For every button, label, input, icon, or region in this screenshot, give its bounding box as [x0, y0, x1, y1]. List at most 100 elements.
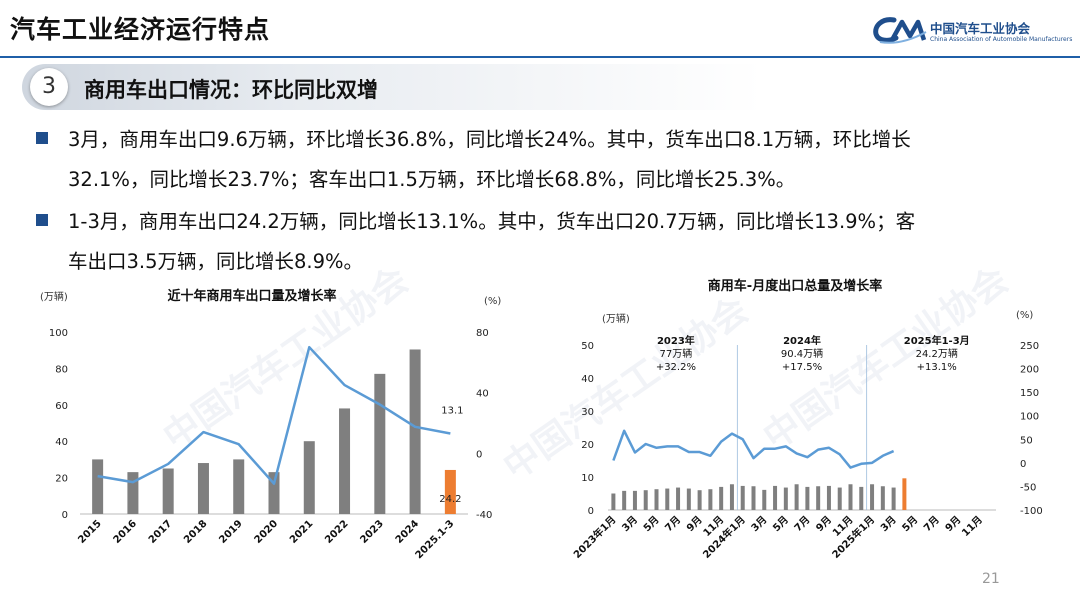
- chart2-bar: [859, 486, 864, 510]
- chart1-bar: [374, 373, 386, 514]
- caam-logo-icon: [873, 17, 927, 44]
- chart2-y2-tick: 250: [1020, 341, 1039, 352]
- chart2-bar: [611, 493, 616, 510]
- chart2-bar: [848, 484, 853, 510]
- paragraph-line: 3月，商用车出口9.6万辆，环比增长36.8%，同比增长24%。其中，货车出口8…: [68, 128, 911, 151]
- chart2-title: 商用车-月度出口总量及增长率: [708, 278, 882, 294]
- caam-logo: 中国汽车工业协会 China Association of Automobile…: [872, 14, 1072, 50]
- chart2-y-tick: 0: [588, 506, 594, 517]
- chart1-y2-tick: 80: [476, 328, 489, 339]
- chart1-y2-tick: 40: [476, 389, 489, 400]
- chart1-y2-tick: 0: [476, 449, 482, 460]
- paragraph-march: 3月，商用车出口9.6万辆，环比增长36.8%，同比增长24%。其中，货车出口8…: [36, 120, 1056, 200]
- chart2-y2label: (%): [1016, 310, 1033, 321]
- chart2-bar: [632, 490, 637, 510]
- chart2-bar: [880, 486, 885, 510]
- chart2-y-tick: 10: [581, 473, 594, 484]
- chart2-bar: [902, 478, 907, 510]
- chart1-bar: [268, 472, 280, 514]
- annotation-line: 77万辆: [660, 347, 693, 360]
- chart2-bar: [826, 485, 831, 510]
- page-number: 21: [982, 571, 1000, 587]
- chart1-plot: 0 20 40 60 80 100 -40 0 40 80 2015 2016 2017 2018 2019…: [49, 328, 492, 561]
- paragraph-line: 32.1%，同比增长23.7%；客车出口1.5万辆，环比增长68.8%，同比增长…: [68, 168, 796, 191]
- chart1-x-tick: 2021: [288, 518, 315, 545]
- chart2-y2-tick: -50: [1020, 482, 1036, 493]
- chart1-bar-label: 24.2: [439, 494, 461, 505]
- chart2-bar: [643, 490, 648, 510]
- chart2-x-tick: 3月: [878, 514, 898, 534]
- chart2-y2-tick: 0: [1020, 459, 1026, 470]
- section-title: 商用车出口情况：环比同比双增: [84, 78, 378, 102]
- chart2-x-tick: 2023年1月: [571, 513, 619, 561]
- chart1-bar: [339, 408, 351, 514]
- logo-text-cn: 中国汽车工业协会: [930, 21, 1031, 36]
- chart2-x-tick: 5月: [770, 514, 790, 534]
- chart1-y-tick: 100: [49, 328, 68, 339]
- chart2-x-tick: 7月: [792, 514, 812, 534]
- chart2-y2-tick: 200: [1020, 365, 1039, 376]
- chart2-bar: [762, 489, 767, 510]
- annotation-line: +32.2%: [656, 362, 696, 373]
- logo-text-en: China Association of Automobile Manufact…: [930, 36, 1073, 43]
- chart2-y-tick: 30: [581, 407, 594, 418]
- chart1-y-tick: 80: [55, 364, 68, 375]
- chart1-bar: [444, 469, 456, 514]
- chart2-bar: [740, 485, 745, 510]
- chart2-x-tick: 3月: [749, 514, 769, 534]
- chart1-bar: [197, 463, 209, 514]
- paragraph-line: 车出口3.5万辆，同比增长8.9%。: [68, 250, 364, 273]
- chart1-x-tick: 2025.1-3: [414, 518, 457, 561]
- header: 汽车工业经济运行特点 中国汽车工业协会 China Association of…: [0, 0, 1080, 56]
- chart2-bar: [751, 486, 756, 510]
- square-bullet-icon: [36, 214, 48, 226]
- chart2-y2-tick: 100: [1020, 412, 1039, 423]
- chart1-y-tick: 60: [55, 401, 68, 412]
- chart1-y-tick: 20: [55, 474, 68, 485]
- chart1-x-tick: 2022: [323, 518, 350, 545]
- chart2-x-tick: 7月: [921, 514, 941, 534]
- chart2-ylabel: (万辆): [602, 312, 630, 325]
- chart2-plot: 0 10 20 30 40 50 -100 -50 0 50 100 150 200 250 2023年1月…: [571, 334, 1043, 561]
- chart2-growth-line: [612, 429, 895, 469]
- chart2-y-tick: 40: [581, 374, 594, 385]
- annotation-line: 90.4万辆: [781, 347, 823, 360]
- chart2-bar: [622, 490, 627, 510]
- chart1-y2-tick: -40: [476, 510, 492, 521]
- chart2-bar: [870, 484, 875, 510]
- square-bullet-icon: [36, 132, 48, 144]
- chart1-bar: [303, 441, 315, 514]
- section-number: 3: [30, 68, 68, 106]
- page-header-title: 汽车工业经济运行特点: [10, 15, 271, 44]
- chart2-bar: [719, 486, 724, 510]
- chart1-bar: [162, 468, 174, 514]
- chart1-bar: [409, 349, 421, 514]
- paragraph-line: 1-3月，商用车出口24.2万辆，同比增长13.1%。其中，货车出口20.7万辆…: [68, 210, 916, 233]
- chart2-bar: [837, 487, 842, 510]
- chart1-growth-label: 13.1: [441, 405, 463, 416]
- chart2-bar: [773, 485, 778, 510]
- chart2-bar: [686, 488, 691, 510]
- chart2-bar: [805, 486, 810, 510]
- chart2-x-tick: 5月: [900, 514, 920, 534]
- chart2-bar: [891, 487, 896, 510]
- chart2-bar: [816, 486, 821, 510]
- chart1-title: 近十年商用车出口量及增长率: [167, 288, 336, 304]
- chart2-y2-tick: 50: [1020, 435, 1033, 446]
- paragraph-q1: 1-3月，商用车出口24.2万辆，同比增长13.1%。其中，货车出口20.7万辆…: [36, 202, 1056, 282]
- chart1-x-tick: 2019: [217, 518, 244, 545]
- annotation-line: 2024年: [783, 334, 821, 347]
- chart2-bar: [729, 484, 734, 510]
- chart2-bar: [676, 487, 681, 510]
- chart1-y-tick: 0: [62, 510, 68, 521]
- chart1-ylabel: (万辆): [40, 290, 68, 303]
- chart2-bar: [654, 489, 659, 510]
- chart1-x-tick: 2015: [76, 518, 103, 545]
- chart1-x-tick: 2023: [358, 518, 385, 545]
- annotation-line: +17.5%: [782, 362, 822, 373]
- chart2-x-tick: 5月: [641, 514, 661, 534]
- chart2-bar: [794, 484, 799, 510]
- annotation-line: +13.1%: [917, 362, 957, 373]
